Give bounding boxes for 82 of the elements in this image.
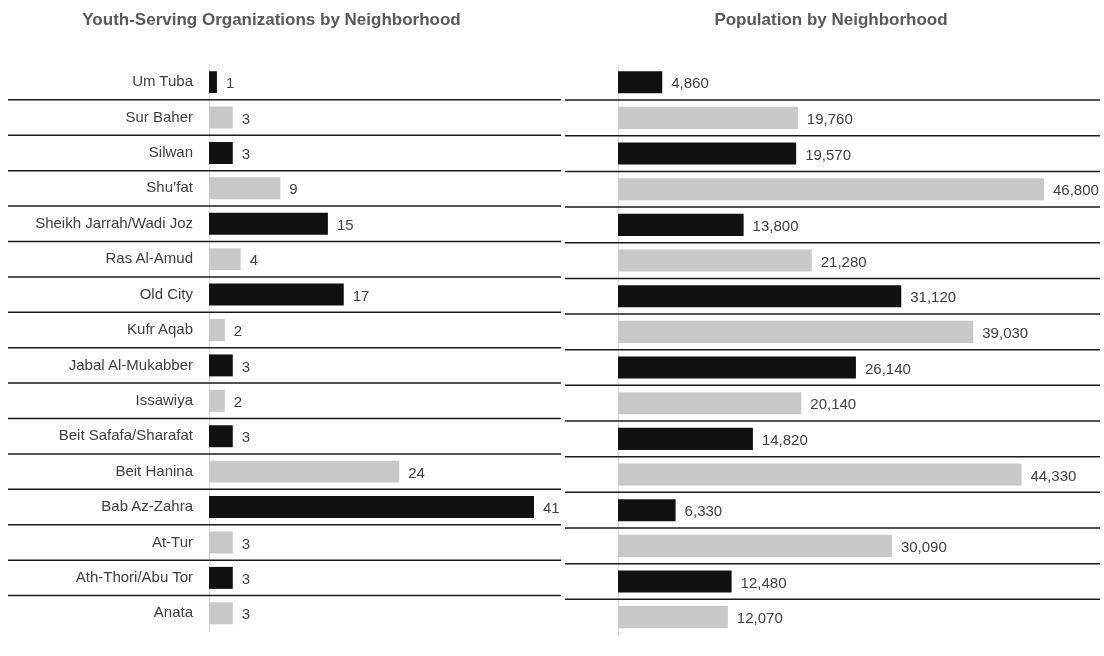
bar xyxy=(209,389,225,412)
data-label: 17 xyxy=(352,286,370,304)
bar xyxy=(209,531,233,554)
bar xyxy=(618,463,1022,486)
bar xyxy=(618,71,663,94)
data-label: 12,480 xyxy=(740,573,787,591)
bar xyxy=(618,249,812,272)
y-tick-label: Um Tuba xyxy=(132,72,194,90)
bar xyxy=(618,285,902,308)
bar xyxy=(618,213,744,236)
data-label: 12,070 xyxy=(736,609,783,627)
data-label: 20,140 xyxy=(810,395,857,413)
bar xyxy=(209,425,233,448)
data-label: 13,800 xyxy=(752,217,799,235)
y-tick-label: At-Tur xyxy=(151,532,193,550)
bar xyxy=(618,427,753,450)
data-label: 21,280 xyxy=(820,252,867,270)
data-label: 19,570 xyxy=(805,145,852,163)
bar xyxy=(618,570,732,593)
data-label: 3 xyxy=(241,534,251,552)
bar xyxy=(618,106,798,129)
bar xyxy=(618,356,856,379)
bar xyxy=(209,460,400,483)
data-label: 15 xyxy=(336,215,354,233)
data-label: 2 xyxy=(233,392,243,410)
y-tick-label: Ath-Thori/Abu Tor xyxy=(75,568,193,586)
data-label: 3 xyxy=(241,145,251,163)
bar xyxy=(209,212,328,235)
data-label: 3 xyxy=(241,357,251,375)
chart-title: Population by Neighborhood xyxy=(714,9,948,29)
data-label: 6,330 xyxy=(684,502,723,520)
data-label: 2 xyxy=(233,322,243,340)
y-tick-label: Issawiya xyxy=(135,390,194,408)
bar xyxy=(618,392,802,415)
data-label: 1 xyxy=(225,74,235,92)
data-label: 3 xyxy=(241,605,251,623)
data-label: 4,860 xyxy=(671,74,709,92)
bar xyxy=(209,319,225,341)
data-label: 4 xyxy=(249,251,259,269)
data-label: 31,120 xyxy=(910,288,957,306)
y-tick-label: Beit Hanina xyxy=(115,461,194,479)
y-tick-label: Bab Az-Zahra xyxy=(101,497,194,515)
data-label: 46,800 xyxy=(1053,181,1099,199)
bar xyxy=(209,602,233,625)
bar xyxy=(618,178,1044,201)
y-tick-label: Silwan xyxy=(148,143,193,161)
y-tick-label: Beit Safafa/Sharafat xyxy=(58,426,194,444)
data-label: 39,030 xyxy=(982,324,1029,342)
bar xyxy=(209,248,241,271)
y-tick-label: Ras Al-Amud xyxy=(105,249,193,267)
data-label: 14,820 xyxy=(761,431,808,448)
data-label: 44,330 xyxy=(1030,466,1077,484)
y-tick-label: Anata xyxy=(153,603,194,621)
bar xyxy=(209,566,233,589)
bar xyxy=(209,496,534,519)
y-tick-label: Sheikh Jarrah/Wadi Joz xyxy=(35,213,193,231)
data-label: 3 xyxy=(241,570,251,588)
y-tick-label: Old City xyxy=(139,284,194,302)
data-label: 3 xyxy=(241,109,251,127)
bar xyxy=(618,499,676,522)
y-tick-label: Shu’fat xyxy=(146,178,194,196)
bar xyxy=(618,534,892,557)
y-tick-label: Jabal Al-Mukabber xyxy=(68,355,193,373)
bar xyxy=(618,606,728,629)
bar xyxy=(618,320,974,343)
data-label: 26,140 xyxy=(864,359,911,377)
bar xyxy=(209,141,233,164)
bar xyxy=(209,354,233,377)
y-tick-label: Kufr Aqab xyxy=(127,320,193,338)
bar xyxy=(209,283,344,306)
data-label: 9 xyxy=(289,180,298,198)
bar xyxy=(209,71,217,94)
y-tick-label: Sur Baher xyxy=(125,107,193,125)
chart-title: Youth-Serving Organizations by Neighborhood xyxy=(82,9,461,29)
bar xyxy=(209,177,281,200)
data-label: 30,090 xyxy=(900,537,947,555)
data-label: 41 xyxy=(543,499,560,517)
data-label: 3 xyxy=(241,428,251,446)
data-label: 19,760 xyxy=(806,110,853,128)
bar xyxy=(209,106,233,129)
data-label: 24 xyxy=(408,463,425,481)
bar xyxy=(618,142,797,165)
